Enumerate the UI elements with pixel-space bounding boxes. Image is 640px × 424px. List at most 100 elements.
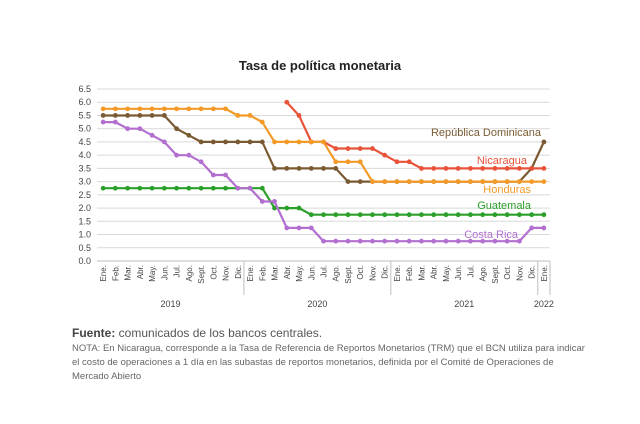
x-tick-label: Nov. — [368, 265, 377, 281]
data-point — [137, 185, 143, 191]
data-point — [529, 212, 535, 218]
data-point — [321, 165, 326, 171]
data-point — [504, 179, 510, 185]
x-tick-label: Sept. — [344, 265, 353, 284]
data-point — [504, 238, 510, 244]
data-point — [149, 132, 155, 138]
x-tick-label: Sept. — [491, 265, 500, 284]
data-point — [504, 212, 510, 218]
data-point — [247, 139, 253, 145]
data-point — [321, 238, 326, 244]
data-point — [321, 139, 326, 145]
x-tick-label: Jun. — [454, 265, 463, 280]
data-point — [296, 113, 302, 118]
data-point — [394, 212, 400, 218]
data-point — [235, 139, 241, 145]
y-tick-label: 3.0 — [78, 177, 91, 187]
x-tick-label: Sept. — [197, 265, 206, 284]
x-tick-label: Mar. — [124, 265, 133, 281]
data-point — [345, 212, 351, 218]
year-label: 2019 — [160, 299, 180, 309]
data-point — [223, 172, 228, 178]
data-point — [468, 238, 473, 244]
data-point — [480, 179, 486, 185]
data-point — [333, 159, 339, 165]
data-point — [419, 165, 424, 171]
x-tick-label: Feb. — [111, 265, 120, 281]
data-point — [149, 113, 155, 118]
data-point — [174, 185, 179, 191]
data-point — [223, 139, 228, 145]
data-point — [210, 185, 216, 191]
policy-rate-chart: Tasa de política monetaria 0.0 0.5 1.0 1.5 2… — [78, 58, 554, 309]
data-point — [161, 139, 167, 145]
y-axis: 0.0 0.5 1.0 1.5 2.0 2.5 3.0 3.5 4.0 4.5 5.0 5.5 6.0 6… — [78, 84, 91, 266]
data-point — [321, 212, 326, 218]
source-line: Fuente: comunicados de los bancos centra… — [72, 326, 592, 340]
data-point — [382, 212, 388, 218]
data-point — [112, 113, 118, 118]
data-point — [357, 179, 363, 185]
data-point — [382, 179, 388, 185]
data-point — [284, 225, 290, 231]
data-point — [406, 179, 412, 185]
data-point — [541, 212, 547, 218]
y-tick-label: 1.0 — [78, 230, 91, 240]
data-point — [443, 212, 449, 218]
data-point — [149, 185, 155, 191]
data-point — [296, 139, 302, 145]
data-point — [455, 238, 461, 244]
series-label-costa-rica: Costa Rica — [464, 229, 519, 241]
y-tick-label: 2.5 — [78, 190, 91, 200]
data-point — [198, 185, 204, 191]
data-point — [235, 185, 241, 191]
data-point — [284, 165, 290, 171]
y-tick-label: 2.0 — [78, 203, 91, 213]
x-tick-label: Mar. — [271, 265, 280, 281]
data-point — [345, 238, 351, 244]
data-point — [516, 212, 522, 218]
data-point — [541, 139, 547, 145]
data-point — [198, 106, 204, 112]
data-point — [296, 225, 302, 231]
x-tick-label: Ene. — [540, 265, 549, 281]
data-point — [161, 106, 167, 112]
data-point — [516, 165, 522, 171]
data-point — [272, 139, 277, 145]
x-tick-label: Abr. — [283, 265, 292, 279]
series-label-republica-dominicana: República Dominicana — [431, 127, 542, 139]
data-point — [259, 119, 265, 125]
data-point — [431, 212, 437, 218]
data-point — [259, 199, 265, 204]
x-tick-label: May. — [148, 265, 157, 282]
data-point — [284, 139, 290, 145]
data-point — [308, 225, 314, 231]
data-point — [345, 146, 351, 151]
data-point — [382, 238, 388, 244]
data-point — [284, 99, 290, 105]
data-point — [504, 165, 510, 171]
x-tick-label: Feb. — [405, 265, 414, 281]
data-point — [272, 165, 277, 171]
x-tick-label: Ene. — [393, 265, 402, 281]
source-text: comunicados de los bancos centrales. — [115, 326, 323, 340]
series-line — [285, 101, 544, 170]
data-point — [112, 119, 118, 125]
data-point — [357, 146, 363, 151]
x-axis: Ene. Feb. Mar. Abr. May. Jun. Jul. Ago. Sept. Oct… — [97, 260, 554, 309]
data-point — [137, 113, 143, 118]
data-point — [308, 212, 314, 218]
data-point — [186, 106, 192, 112]
data-point — [480, 212, 486, 218]
data-point — [370, 179, 375, 185]
data-point — [406, 159, 412, 165]
data-point — [443, 165, 449, 171]
data-point — [210, 139, 216, 145]
data-point — [333, 238, 339, 244]
source-label: Fuente: — [72, 326, 116, 340]
x-tick-label: Dic. — [381, 265, 390, 279]
x-tick-label: Oct. — [503, 265, 512, 280]
data-point — [137, 126, 143, 132]
x-tick-label: Ene. — [99, 265, 108, 281]
x-tick-label: Jul. — [173, 265, 182, 277]
